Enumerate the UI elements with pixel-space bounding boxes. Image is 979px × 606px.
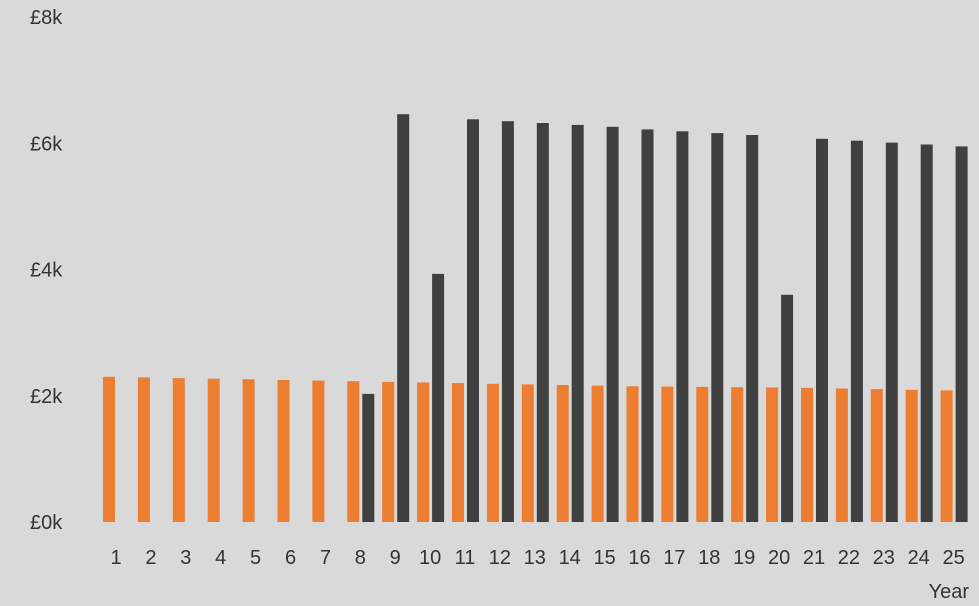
- bar-series-1-year-24: [905, 389, 918, 522]
- bar-series-2-year-16: [641, 129, 654, 522]
- bars-group: [103, 114, 968, 523]
- x-axis-title: Year: [929, 581, 970, 603]
- bar-series-2-year-22: [850, 140, 863, 522]
- x-tick-label: 9: [390, 547, 401, 569]
- bar-series-2-year-19: [746, 135, 759, 522]
- x-tick-label: 25: [942, 547, 964, 569]
- bar-series-1-year-22: [835, 388, 848, 522]
- bar-series-1-year-4: [207, 378, 220, 522]
- bar-series-2-year-12: [501, 121, 514, 522]
- x-tick-label: 23: [873, 547, 895, 569]
- bar-series-1-year-8: [347, 381, 360, 522]
- bar-series-1-year-12: [486, 383, 499, 522]
- x-tick-label: 11: [455, 547, 476, 569]
- x-tick-label: 20: [768, 547, 790, 569]
- x-tick-label: 12: [489, 547, 511, 569]
- bar-series-2-year-15: [606, 126, 619, 523]
- x-tick-label: 18: [698, 547, 720, 569]
- bar-series-1-year-19: [731, 387, 744, 522]
- x-tick-label: 2: [145, 547, 156, 569]
- bar-series-2-year-14: [571, 124, 584, 523]
- bar-series-1-year-14: [556, 385, 569, 522]
- y-tick-label: £8k: [30, 7, 63, 29]
- bar-series-1-year-3: [172, 378, 185, 522]
- bar-series-1-year-13: [521, 384, 534, 522]
- x-tick-label: 17: [663, 547, 685, 569]
- x-tick-label: 15: [593, 547, 615, 569]
- y-tick-label: £6k: [30, 133, 63, 155]
- x-tick-label: 22: [838, 547, 860, 569]
- x-tick-label: 13: [524, 547, 546, 569]
- x-tick-label: 10: [419, 547, 441, 569]
- bar-series-1-year-21: [801, 387, 813, 522]
- bar-series-2-year-10: [432, 273, 445, 522]
- x-axis-tick-labels: 1 2 3 4 5 6 7 8 9 10 11 12 13 14 15 16 17 18 19 20 21 22 23 24 2…: [110, 547, 964, 569]
- bar-series-1-year-16: [626, 386, 639, 522]
- y-tick-label: £2k: [30, 386, 63, 408]
- bar-series-1-year-9: [382, 381, 395, 522]
- bar-series-2-year-25: [955, 146, 968, 522]
- x-tick-label: 6: [285, 547, 296, 569]
- bar-series-2-year-9: [397, 114, 410, 522]
- bar-series-2-year-24: [920, 144, 933, 522]
- bar-series-1-year-1: [103, 376, 115, 522]
- x-tick-label: 19: [733, 547, 755, 569]
- bar-series-1-year-2: [137, 377, 150, 522]
- x-tick-label: 8: [355, 547, 366, 569]
- bar-series-2-year-17: [676, 131, 689, 523]
- bar-series-2-year-18: [711, 133, 724, 522]
- bar-series-1-year-23: [870, 389, 883, 522]
- bar-series-1-year-17: [661, 386, 674, 522]
- bar-series-2-year-20: [781, 294, 794, 523]
- bar-series-1-year-10: [417, 382, 430, 522]
- bar-series-2-year-21: [816, 138, 828, 523]
- y-tick-label: £4k: [30, 260, 63, 282]
- x-tick-label: 24: [908, 547, 930, 569]
- bar-series-1-year-5: [242, 379, 255, 522]
- x-tick-label: 14: [559, 547, 581, 569]
- bar-series-1-year-15: [591, 385, 604, 522]
- bar-series-2-year-23: [885, 142, 898, 522]
- bar-series-1-year-11: [452, 383, 464, 522]
- x-tick-label: 21: [803, 547, 825, 569]
- bar-series-1-year-25: [940, 390, 953, 522]
- y-axis-tick-labels: £0k £2k £4k £6k £8k: [30, 7, 63, 534]
- bar-series-2-year-13: [536, 123, 549, 522]
- y-tick-label: £0k: [30, 512, 63, 534]
- x-tick-label: 5: [250, 547, 261, 569]
- x-tick-label: 1: [110, 547, 121, 569]
- x-tick-label: 16: [628, 547, 650, 569]
- bar-series-1-year-7: [312, 380, 325, 522]
- x-tick-label: 7: [320, 547, 331, 569]
- bar-series-1-year-6: [277, 380, 290, 522]
- bar-series-1-year-20: [766, 387, 779, 522]
- bar-series-1-year-18: [696, 386, 709, 522]
- bar-series-2-year-11: [467, 119, 479, 523]
- x-tick-label: 4: [215, 547, 226, 569]
- bar-series-2-year-8: [362, 393, 375, 522]
- x-tick-label: 3: [180, 547, 191, 569]
